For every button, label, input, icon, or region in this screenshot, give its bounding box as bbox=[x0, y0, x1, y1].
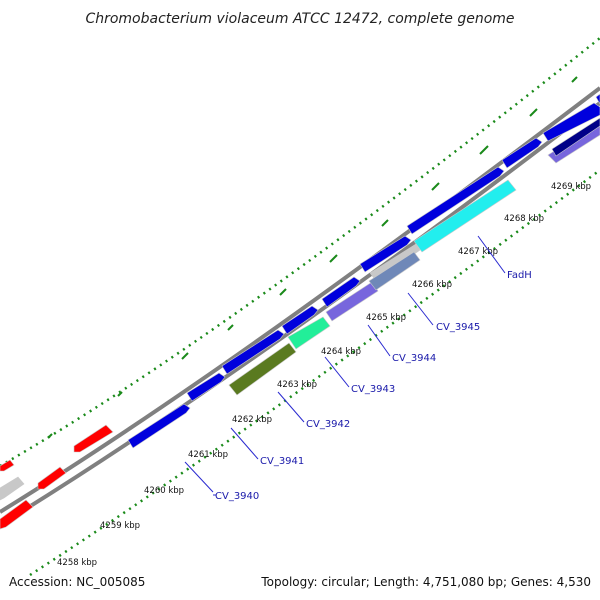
gene-label-cv3943[interactable]: CV_3943 bbox=[351, 384, 395, 395]
cds-forward-6[interactable] bbox=[359, 235, 412, 273]
cds-forward-2[interactable] bbox=[186, 372, 226, 402]
cds-forward-10[interactable] bbox=[595, 93, 600, 105]
inner-ruler-dotted-track bbox=[29, 168, 600, 577]
kbp-label-4262: 4262 kbp bbox=[232, 415, 272, 425]
backbone-outer-line bbox=[0, 86, 600, 514]
gray-feature-left[interactable] bbox=[0, 476, 25, 501]
steel-feature-cv3945[interactable] bbox=[368, 251, 421, 291]
forward-cds-track bbox=[127, 93, 600, 449]
cds-reverse-1[interactable] bbox=[73, 424, 114, 453]
outer-gc-ticks bbox=[47, 76, 578, 439]
kbp-label-4264: 4264 kbp bbox=[321, 347, 361, 357]
kbp-label-4258: 4258 kbp bbox=[57, 558, 97, 568]
gene-label-fadh[interactable]: FadH bbox=[507, 270, 532, 281]
spring-green-feature-cv3943[interactable] bbox=[287, 316, 331, 350]
cds-forward-7[interactable] bbox=[406, 166, 505, 235]
kbp-label-4268: 4268 kbp bbox=[504, 214, 544, 224]
accession-text: Accession: NC_005085 bbox=[9, 575, 145, 589]
gene-label-leaders bbox=[184, 235, 506, 496]
gene-labels: CV_3940 CV_3941 CV_3942 CV_3943 CV_3944 … bbox=[215, 270, 532, 502]
kbp-label-4259: 4259 kbp bbox=[100, 521, 140, 531]
cyan-feature-fadh[interactable] bbox=[413, 179, 517, 253]
cds-reverse-2[interactable] bbox=[37, 466, 67, 490]
cds-reverse-4[interactable] bbox=[0, 459, 15, 472]
genome-stats-text: Topology: circular; Length: 4,751,080 bp… bbox=[260, 575, 591, 589]
cds-forward-1[interactable] bbox=[127, 403, 191, 449]
lavender-feature-cv3944[interactable] bbox=[325, 281, 379, 322]
cds-forward-9[interactable] bbox=[542, 102, 600, 142]
gene-label-cv3941[interactable]: CV_3941 bbox=[260, 456, 304, 467]
kbp-ruler-labels: 4258 kbp 4259 kbp 4260 kbp 4261 kbp 4262… bbox=[57, 182, 591, 568]
cds-forward-5[interactable] bbox=[321, 276, 361, 308]
cds-forward-3[interactable] bbox=[221, 329, 285, 375]
kbp-label-4267: 4267 kbp bbox=[458, 247, 498, 257]
navy-feature-right[interactable] bbox=[551, 117, 600, 157]
gene-label-cv3940[interactable]: CV_3940 bbox=[215, 491, 259, 502]
cds-forward-8[interactable] bbox=[501, 137, 543, 169]
gene-label-cv3945[interactable]: CV_3945 bbox=[436, 322, 480, 333]
kbp-label-4266: 4266 kbp bbox=[412, 280, 452, 290]
olive-feature-cv3942[interactable] bbox=[228, 342, 297, 396]
kbp-label-4261: 4261 kbp bbox=[188, 450, 228, 460]
cds-reverse-3[interactable] bbox=[0, 499, 34, 530]
kbp-label-4269: 4269 kbp bbox=[551, 182, 591, 192]
map-title: Chromobacterium violaceum ATCC 12472, co… bbox=[85, 11, 514, 27]
reverse-cds-track bbox=[0, 424, 114, 530]
gene-label-cv3942[interactable]: CV_3942 bbox=[306, 419, 350, 430]
cds-forward-4[interactable] bbox=[281, 305, 319, 335]
kbp-label-4265: 4265 kbp bbox=[366, 313, 406, 323]
outer-gc-dotted-track bbox=[0, 37, 600, 468]
kbp-label-4263: 4263 kbp bbox=[277, 380, 317, 390]
gene-label-cv3944[interactable]: CV_3944 bbox=[392, 353, 436, 364]
kbp-label-4260: 4260 kbp bbox=[144, 486, 184, 496]
